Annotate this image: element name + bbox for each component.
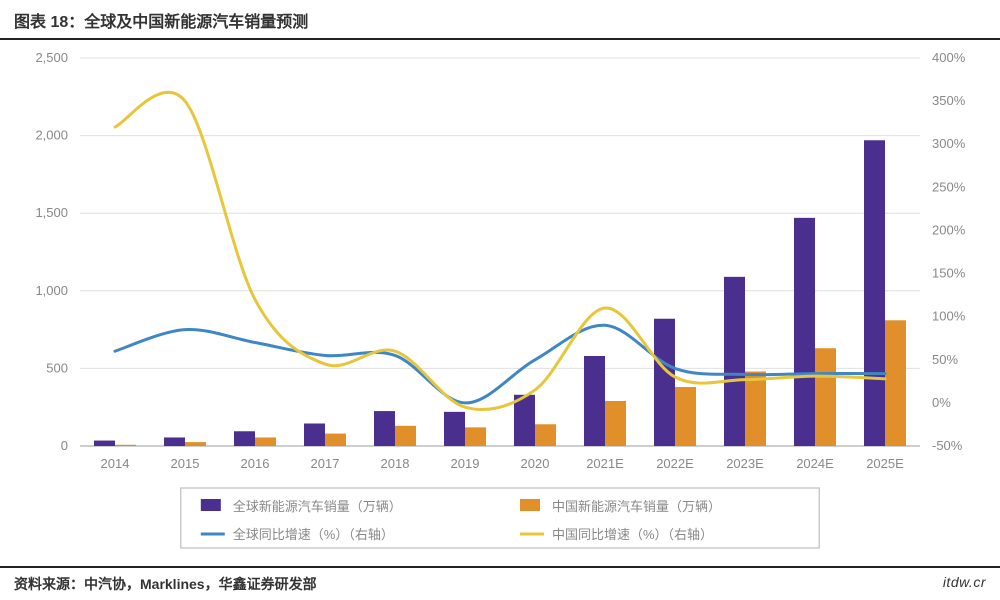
x-tick-label: 2024E — [796, 456, 834, 471]
chart-title-text: 图表 18：全球及中国新能源汽车销量预测 — [14, 14, 308, 31]
x-tick-label: 2020 — [521, 456, 550, 471]
bar-global — [584, 356, 605, 446]
bar-global — [374, 411, 395, 446]
bar-global — [794, 218, 815, 446]
bar-china — [535, 424, 556, 446]
x-tick-label: 2025E — [866, 456, 904, 471]
y2-tick-label: 250% — [932, 179, 966, 194]
y1-tick-label: 1,500 — [35, 205, 68, 220]
y2-tick-label: 0% — [932, 395, 951, 410]
bar-global — [234, 431, 255, 446]
bar-global — [304, 423, 325, 446]
line-china-growth — [115, 92, 885, 409]
footer: 资料来源：中汽协，Marklines，华鑫证券研发部 itdw.cr — [0, 566, 1000, 600]
line-global-growth — [115, 325, 885, 403]
bar-china — [675, 387, 696, 446]
bar-global — [724, 277, 745, 446]
x-tick-label: 2023E — [726, 456, 764, 471]
x-tick-label: 2014 — [101, 456, 130, 471]
x-tick-label: 2015 — [171, 456, 200, 471]
bar-china — [885, 320, 906, 446]
bar-china — [395, 426, 416, 446]
bar-global — [444, 412, 465, 446]
legend-swatch — [520, 499, 540, 511]
y2-tick-label: 300% — [932, 136, 966, 151]
y1-tick-label: 1,000 — [35, 283, 68, 298]
bar-china — [185, 442, 206, 446]
y2-tick-label: 50% — [932, 352, 958, 367]
y1-tick-label: 500 — [46, 360, 68, 375]
y2-tick-label: 400% — [932, 50, 966, 65]
bar-global — [94, 441, 115, 446]
bar-global — [654, 319, 675, 446]
watermark-text: itdw.cr — [943, 574, 986, 594]
bar-china — [325, 434, 346, 446]
y2-tick-label: -50% — [932, 438, 963, 453]
x-tick-label: 2019 — [451, 456, 480, 471]
plot-area: 0 500 1,000 1,500 2,000 2,500 -50% 0% 50% 100% 150… — [0, 34, 1000, 566]
x-tick-label: 2022E — [656, 456, 694, 471]
source-text: 资料来源：中汽协，Marklines，华鑫证券研发部 — [14, 574, 317, 594]
x-tick-label: 2021E — [586, 456, 624, 471]
y2-tick-label: 350% — [932, 93, 966, 108]
y2-tick-label: 150% — [932, 266, 966, 281]
bar-global — [164, 437, 185, 446]
legend-label: 中国同比增速（%）（右轴） — [552, 527, 713, 542]
bar-china — [745, 372, 766, 446]
y1-tick-label: 2,000 — [35, 128, 68, 143]
combo-chart: 0 500 1,000 1,500 2,000 2,500 -50% 0% 50% 100% 150… — [0, 34, 1000, 566]
legend-label: 全球同比增速（%）（右轴） — [233, 527, 394, 542]
bar-global — [514, 395, 535, 446]
y1-tick-label: 0 — [61, 438, 68, 453]
bar-china — [605, 401, 626, 446]
bar-china — [115, 445, 136, 446]
x-tick-label: 2016 — [241, 456, 270, 471]
bar-china — [465, 427, 486, 446]
bar-global — [864, 140, 885, 446]
bar-china — [815, 348, 836, 446]
legend-label: 中国新能源汽车销量（万辆） — [552, 499, 721, 514]
legend-label: 全球新能源汽车销量（万辆） — [233, 499, 402, 514]
y1-tick-label: 2,500 — [35, 50, 68, 65]
x-tick-label: 2018 — [381, 456, 410, 471]
y2-tick-label: 200% — [932, 222, 966, 237]
x-tick-label: 2017 — [311, 456, 340, 471]
y2-tick-label: 100% — [932, 309, 966, 324]
legend-swatch — [201, 499, 221, 511]
bar-china — [255, 437, 276, 446]
